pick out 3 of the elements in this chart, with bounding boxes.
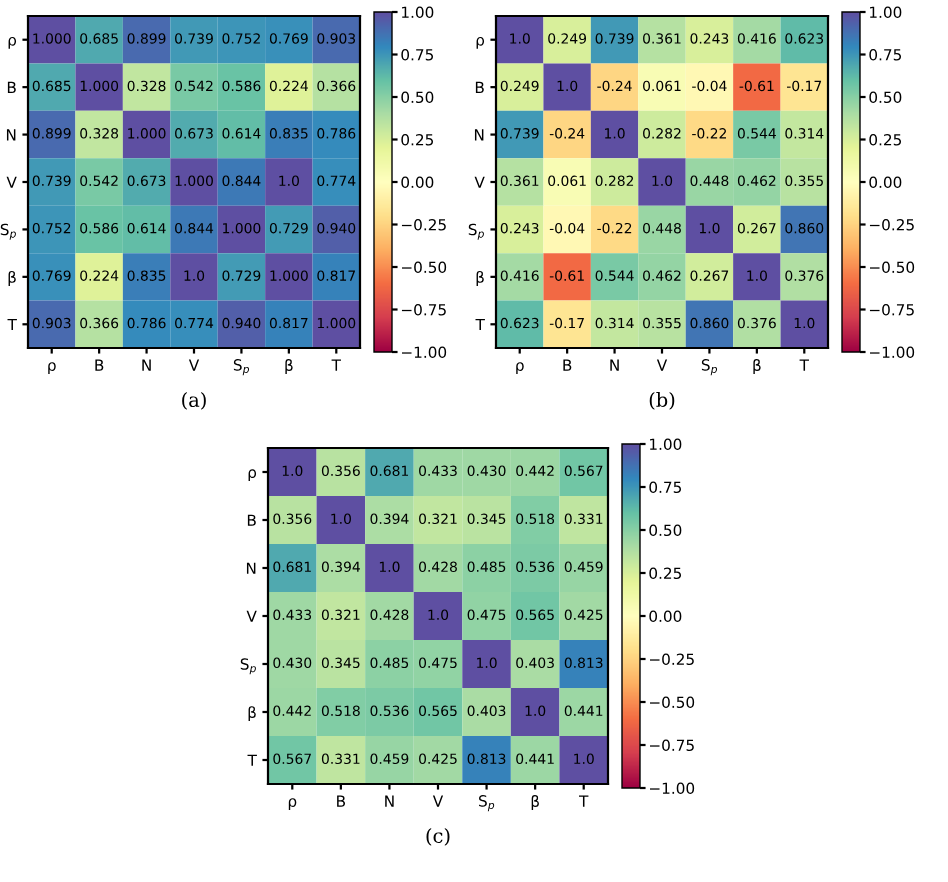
- x-axis-title: (b): [649, 391, 675, 410]
- x-axis-title: (a): [182, 391, 206, 410]
- x-axis-title: (c): [426, 827, 450, 846]
